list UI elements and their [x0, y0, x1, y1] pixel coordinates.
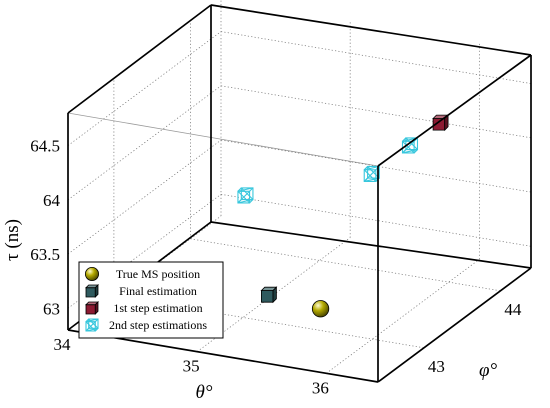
data-point-cube [260, 286, 278, 304]
box-edge [67, 329, 379, 383]
y-axis-label: φ° [479, 360, 498, 381]
grid-line [326, 259, 480, 374]
grid-line [220, 193, 532, 247]
grid-line [220, 85, 532, 139]
data-point-wire-cube [363, 165, 380, 182]
legend-box [78, 261, 224, 339]
tick-labels: 34 35 36 43 44 63 63.5 64 64.5 [30, 137, 522, 398]
grid-line [190, 238, 501, 292]
box-edge [67, 4, 212, 114]
legend-marker-cube [85, 284, 99, 298]
legend-marker-sphere [85, 266, 100, 281]
legend-label: Final estimation [119, 284, 197, 298]
grid-line [67, 194, 222, 309]
y-tick-label: 44 [504, 300, 522, 319]
grid-line [113, 295, 424, 349]
x-axis-label: θ° [196, 382, 213, 403]
box-edge [210, 221, 532, 269]
hidden-edge [67, 112, 379, 167]
grid-line [67, 139, 222, 255]
x-tick-label: 36 [312, 378, 329, 397]
box-edge [377, 54, 532, 167]
x-tick-label: 35 [183, 357, 200, 376]
grid-lines [67, 0, 532, 374]
grid-line [67, 85, 222, 201]
z-tick-label: 63.5 [30, 245, 60, 264]
legend-label: 1st step estimation [113, 301, 202, 315]
box-edge [377, 267, 532, 383]
legend-marker-cube [85, 301, 99, 315]
hidden-box-edges [67, 112, 379, 382]
legend-label: True MS position [116, 267, 200, 281]
x-tick-label: 34 [54, 335, 72, 354]
data-point-sphere [311, 300, 330, 318]
z-tick-label: 63 [43, 299, 60, 318]
data-point-wire-cube [237, 187, 254, 204]
y-tick-label: 43 [428, 357, 445, 376]
z-tick-label: 64 [43, 191, 61, 210]
legend-label: 2nd step estimations [109, 318, 207, 332]
z-axis-label: τ (ns) [2, 219, 23, 261]
grid-line [67, 31, 222, 146]
z-tick-label: 64.5 [30, 137, 60, 156]
legend-marker-wire-cube [85, 318, 99, 332]
box-edge [210, 4, 532, 56]
grid-line [220, 31, 532, 84]
data-point-wire-cube [401, 137, 419, 154]
legend: True MS position Final estimation 1st step… [78, 261, 224, 339]
box-front-edges [67, 54, 532, 383]
data-markers [237, 114, 450, 318]
